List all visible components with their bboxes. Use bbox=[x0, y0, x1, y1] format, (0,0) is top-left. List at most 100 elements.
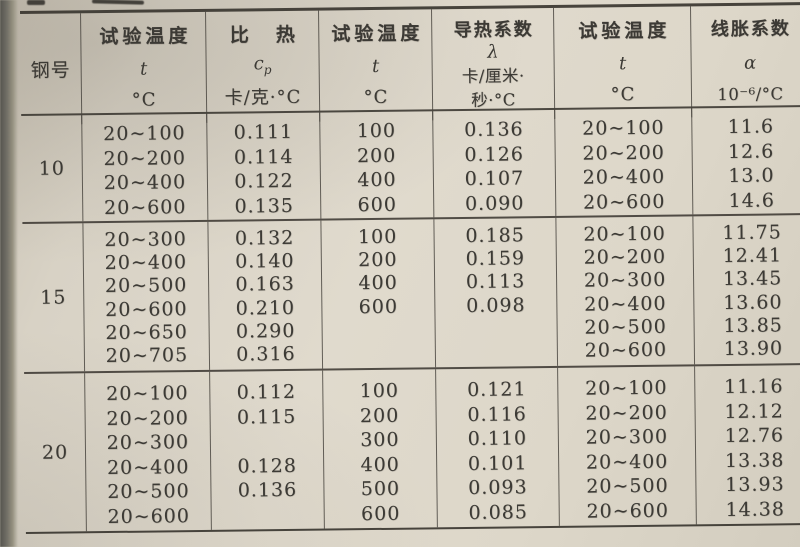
cell-line: 14.38 bbox=[725, 498, 786, 521]
cell-line: 20~400 bbox=[104, 251, 188, 275]
cell-line: 0.126 bbox=[464, 142, 524, 166]
cell-line: 13.0 bbox=[728, 164, 775, 187]
cell-line: 0.101 bbox=[467, 452, 528, 475]
cell-line: 20~400 bbox=[582, 165, 666, 189]
lambda-values-cell: 0.185 0.159 0.113 0.098 bbox=[433, 217, 558, 368]
cell-line: 20~500 bbox=[104, 274, 188, 298]
header-title: 试验温度 bbox=[99, 25, 192, 49]
alpha-values-cell: 11.6 12.6 13.0 14.6 bbox=[691, 107, 800, 215]
cell-line: 20~200 bbox=[583, 245, 667, 269]
page-edge-artifact bbox=[91, 0, 145, 5]
cell-line: 0.210 bbox=[235, 296, 296, 320]
cell-line: 0.090 bbox=[464, 191, 525, 215]
cell-line: 20~600 bbox=[107, 505, 191, 529]
table-group-steel-15: 15 20~300 20~400 20~500 20~600 20~650 20~705 … bbox=[22, 215, 800, 374]
cell-line: 20~500 bbox=[586, 475, 669, 498]
cell-line: 13.90 bbox=[723, 337, 784, 360]
cell-line: 13.38 bbox=[724, 449, 785, 472]
cell-line: 0.110 bbox=[467, 427, 528, 451]
cell-line: 0.112 bbox=[236, 380, 297, 404]
cell-line: 600 bbox=[358, 295, 399, 318]
header-unit: °C bbox=[610, 84, 636, 106]
cell-line: 20~100 bbox=[103, 122, 186, 146]
header-test-temp-lambda: 试验温度 t °C bbox=[318, 9, 433, 122]
table-header-row: 钢号 试验温度 t °C 比 热 cp 卡/克·°C 试验温度 t °C 导热系… bbox=[20, 5, 800, 125]
cell-line: 20~300 bbox=[106, 431, 190, 455]
header-symbol: t bbox=[618, 53, 627, 75]
cell-line: 13.93 bbox=[725, 473, 785, 497]
cell-line: 0.135 bbox=[234, 194, 295, 218]
header-test-temp-alpha: 试验温度 t °C bbox=[552, 6, 692, 119]
cell-line: 0.113 bbox=[465, 270, 526, 294]
cell-line: 400 bbox=[360, 453, 400, 476]
steel-grade-value: 20 bbox=[41, 441, 69, 464]
cell-line: 13.85 bbox=[723, 314, 783, 337]
cell-line: 300 bbox=[360, 428, 400, 452]
cell-line: 20~400 bbox=[103, 171, 187, 195]
cell-line: 11.75 bbox=[722, 221, 782, 245]
cell-line: 20~600 bbox=[584, 338, 668, 362]
header-title: 试验温度 bbox=[331, 22, 424, 46]
cell-line: 12.41 bbox=[722, 244, 783, 268]
header-unit: 秒·°C bbox=[471, 90, 516, 110]
table-group-steel-20: 20 20~100 20~200 20~300 20~400 20~500 20~600 … bbox=[24, 365, 800, 534]
cell-line: 20~100 bbox=[106, 382, 189, 406]
cell-line: 0.140 bbox=[235, 250, 295, 273]
header-symbol: t bbox=[371, 55, 380, 78]
cell-line: 0.163 bbox=[235, 273, 295, 296]
test-temp-alpha-cell: 20~100 20~200 20~300 20~400 20~500 20~600 bbox=[555, 216, 695, 366]
cell-line: 0.116 bbox=[467, 402, 527, 426]
table-group-steel-10: 10 20~100 20~200 20~400 20~600 0.111 0.114 0.… bbox=[21, 107, 800, 224]
cell-line: 200 bbox=[358, 248, 398, 272]
cell-line: 200 bbox=[356, 144, 397, 167]
cell-line: 0.107 bbox=[464, 167, 525, 190]
alpha-values-cell: 11.16 12.12 12.76 13.38 13.93 14.38 bbox=[694, 365, 800, 525]
cell-line: 0.115 bbox=[236, 405, 297, 429]
test-temp-alpha-cell: 20~100 20~200 20~400 20~600 bbox=[554, 108, 693, 216]
cell-line: 20~500 bbox=[107, 480, 190, 504]
cell-line: 400 bbox=[358, 272, 398, 295]
header-title: 比 热 bbox=[229, 23, 299, 47]
header-title: 线胀系数 bbox=[710, 18, 791, 41]
cell-line: 20~400 bbox=[584, 292, 667, 316]
cell-line: 600 bbox=[357, 193, 397, 216]
cp-values-cell: 0.111 0.114 0.122 0.135 bbox=[206, 112, 321, 220]
test-temp-lambda-cell: 100 200 400 600 bbox=[319, 111, 434, 219]
cell-line: 20~600 bbox=[586, 499, 670, 523]
header-specific-heat: 比 热 cp 卡/克·°C bbox=[205, 10, 320, 123]
cell-line: 100 bbox=[356, 119, 397, 143]
header-unit: °C bbox=[363, 86, 389, 109]
cell-line: 0.185 bbox=[465, 224, 525, 247]
test-temp-cp-cell: 20~300 20~400 20~500 20~600 20~650 20~705 bbox=[82, 221, 210, 372]
cell-line: 20~300 bbox=[585, 425, 669, 449]
cell-line: 0.085 bbox=[468, 501, 529, 524]
cell-line: 0.111 bbox=[233, 120, 294, 144]
header-test-temp-cp: 试验温度 t °C bbox=[80, 11, 207, 125]
steel-properties-table: 钢号 试验温度 t °C 比 热 cp 卡/克·°C 试验温度 t °C 导热系… bbox=[20, 2, 800, 534]
cell-line: 12.12 bbox=[724, 399, 784, 423]
cp-values-cell: 0.132 0.140 0.163 0.210 0.290 0.316 bbox=[207, 220, 323, 370]
cell-line: 20~500 bbox=[584, 315, 667, 339]
cell-line: 200 bbox=[359, 404, 400, 427]
cell-line: 0.098 bbox=[466, 293, 526, 317]
cell-line: 20~400 bbox=[106, 455, 190, 479]
cell-line: 12.76 bbox=[724, 424, 785, 448]
lambda-values-cell: 0.121 0.116 0.110 0.101 0.093 0.085 bbox=[435, 367, 559, 528]
cp-values-cell: 0.112 0.115 0.128 0.136 bbox=[209, 370, 324, 530]
header-unit: 卡/克·°C bbox=[224, 86, 302, 109]
steel-grade-value: 10 bbox=[38, 157, 66, 180]
cell-line: 0.093 bbox=[468, 476, 528, 500]
header-unit: 卡/厘米· bbox=[461, 66, 525, 86]
cell-line: 20~600 bbox=[105, 297, 188, 321]
test-temp-cp-cell: 20~100 20~200 20~400 20~600 bbox=[81, 113, 208, 222]
test-temp-alpha-cell: 20~100 20~200 20~300 20~400 20~500 20~600 bbox=[557, 366, 696, 526]
steel-grade-cell: 15 bbox=[22, 223, 84, 372]
steel-grade-value: 15 bbox=[40, 286, 67, 309]
cell-line: 20~300 bbox=[104, 228, 187, 252]
cell-line: 500 bbox=[360, 478, 401, 501]
cell-line: 600 bbox=[360, 502, 401, 526]
cell-line: 14.6 bbox=[728, 188, 775, 212]
header-symbol: λ bbox=[487, 41, 499, 63]
cell-line: 0.122 bbox=[234, 169, 294, 193]
